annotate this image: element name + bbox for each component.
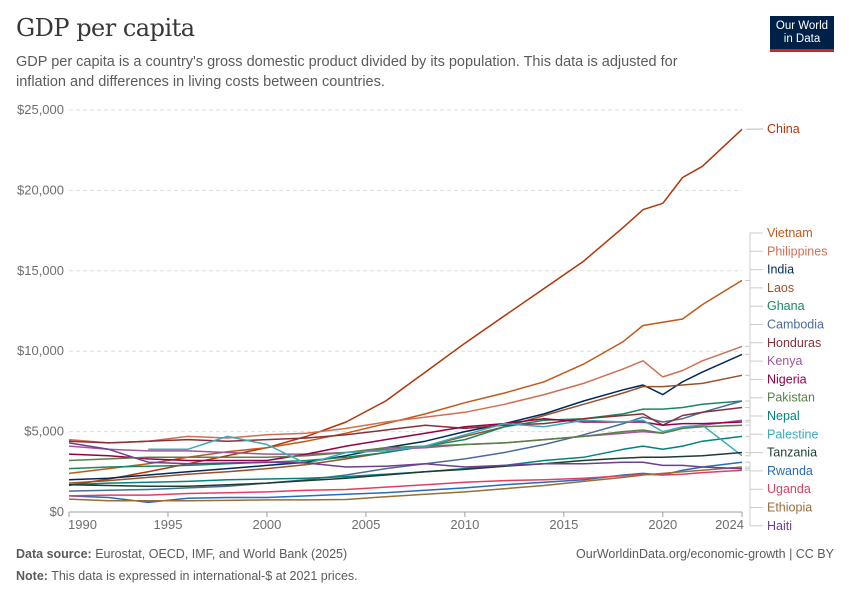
legend-label-nepal[interactable]: Nepal [767, 409, 800, 423]
legend-label-ghana[interactable]: Ghana [767, 299, 805, 313]
legend-connector [745, 468, 763, 527]
data-source-label: Data source: [16, 547, 92, 561]
series-line-cambodia[interactable] [68, 400, 743, 492]
series-line-india[interactable] [68, 353, 743, 481]
legend-connector [745, 250, 763, 347]
data-source-text[interactable]: Eurostat, OECD, IMF, and World Bank (202… [95, 547, 348, 561]
legend-label-kenya[interactable]: Kenya [767, 354, 802, 368]
legend-label-cambodia[interactable]: Cambodia [767, 318, 824, 332]
series-line-palestine[interactable] [148, 419, 743, 465]
owid-logo[interactable]: Our World in Data [770, 16, 834, 52]
series-line-uganda[interactable] [68, 469, 743, 497]
chart-subtitle: GDP per capita is a country's gross dome… [16, 54, 678, 90]
series-line-china[interactable] [68, 128, 743, 487]
legend-connector [745, 397, 763, 426]
series-line-tanzania[interactable] [68, 451, 743, 488]
series-line-laos[interactable] [68, 374, 743, 484]
legend-label-nigeria[interactable]: Nigeria [767, 372, 807, 386]
legend-label-honduras[interactable]: Honduras [767, 336, 821, 350]
y-tick-label: $15,000 [17, 263, 64, 278]
legend-connector [745, 305, 763, 402]
y-axis: $0 $5,000 $10,000 $15,000 $20,000 $25,000 [17, 102, 64, 519]
legend-label-tanzania[interactable]: Tanzania [767, 446, 817, 460]
gridlines [69, 109, 742, 433]
legend-label-laos[interactable]: Laos [767, 281, 794, 295]
series-line-ethiopia[interactable] [68, 466, 743, 502]
legend-label-palestine[interactable]: Palestine [767, 427, 818, 441]
note: Note: This data is expressed in internat… [16, 569, 358, 583]
legend-label-philippines[interactable]: Philippines [767, 244, 827, 258]
x-tick-label: 2015 [549, 517, 578, 532]
x-tick-label: 1990 [68, 517, 97, 532]
source-url-link[interactable]: OurWorldinData.org/economic-growth | CC … [576, 547, 834, 561]
x-tick-label: 2005 [351, 517, 380, 532]
series-line-haiti[interactable] [68, 442, 743, 470]
x-tick-label: 2020 [648, 517, 677, 532]
series-line-pakistan[interactable] [68, 424, 743, 462]
series-line-vietnam[interactable] [68, 279, 743, 475]
legend-label-uganda[interactable]: Uganda [767, 482, 811, 496]
y-tick-label: $0 [50, 504, 64, 519]
y-tick-label: $20,000 [17, 182, 64, 197]
logo-line-1: Our World [775, 19, 829, 32]
legend: China Vietnam Philippines India Laos Ghana Cam… [745, 122, 827, 533]
legend-connector [745, 324, 763, 402]
legend-label-rwanda[interactable]: Rwanda [767, 464, 813, 478]
legend-label-vietnam[interactable]: Vietnam [767, 226, 813, 240]
legend-connector [745, 433, 763, 457]
legend-connector [745, 269, 763, 355]
legend-label-china[interactable]: China [767, 122, 800, 136]
legend-connector [745, 232, 763, 281]
series-line-philippines[interactable] [68, 345, 743, 444]
note-text: This data is expressed in international-… [51, 569, 358, 583]
series-line-nigeria[interactable] [68, 417, 743, 462]
note-label: Note: [16, 569, 48, 583]
y-tick-label: $10,000 [17, 343, 64, 358]
y-tick-label: $5,000 [24, 424, 64, 439]
legend-connector [745, 469, 763, 490]
legend-label-pakistan[interactable]: Pakistan [767, 391, 815, 405]
y-tick-label: $25,000 [17, 102, 64, 117]
legend-connector [745, 287, 763, 376]
x-tick-label: 2024 [715, 517, 744, 532]
series-line-ghana[interactable] [68, 400, 743, 470]
series-lines [68, 128, 743, 504]
legend-connector [745, 415, 763, 437]
data-source: Data source: Eurostat, OECD, IMF, and Wo… [16, 547, 347, 561]
x-tick-label: 1995 [154, 517, 183, 532]
legend-label-haiti[interactable]: Haiti [767, 519, 792, 533]
legend-connector [745, 466, 763, 508]
x-tick-label: 2010 [450, 517, 479, 532]
series-line-honduras[interactable] [68, 406, 743, 444]
x-axis: 1990 1995 2000 2005 2010 2015 2020 2024 [68, 511, 744, 532]
logo-line-2: in Data [783, 32, 821, 45]
legend-label-india[interactable]: India [767, 263, 794, 277]
chart-title: GDP per capita [16, 14, 195, 42]
legend-connector [745, 360, 763, 421]
x-tick-label: 2000 [252, 517, 281, 532]
legend-label-ethiopia[interactable]: Ethiopia [767, 501, 812, 515]
